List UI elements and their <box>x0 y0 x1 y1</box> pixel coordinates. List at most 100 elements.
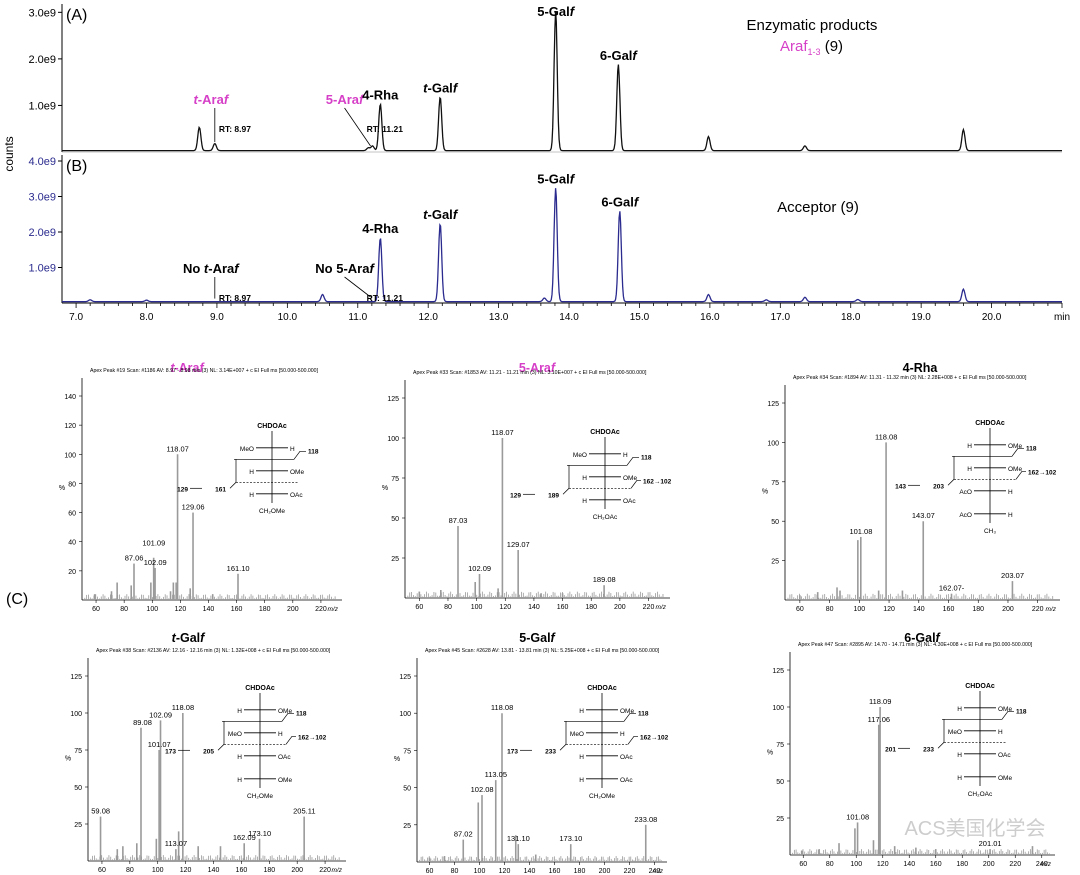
fragment-cut <box>229 459 237 489</box>
y-axis-label: % <box>762 488 768 495</box>
structure-substituent: OMe <box>290 469 304 476</box>
y-tick-label: 25 <box>74 822 82 829</box>
x-tick-label: 200 <box>983 861 995 868</box>
y-tick-label: 25 <box>403 823 411 830</box>
fragment-label: 161 <box>215 486 226 493</box>
x-tick-label: 140 <box>528 604 540 611</box>
fragment-cut <box>562 465 570 495</box>
peak-mz-label: 205.11 <box>293 807 315 816</box>
label-part: f <box>200 361 206 375</box>
structure-substituent: OAc <box>620 777 633 784</box>
x-tick-label: 15.0 <box>630 312 650 323</box>
y-tick-label: 75 <box>776 742 784 749</box>
x-tick-label: 120 <box>499 868 511 875</box>
x-axis-label: m/z <box>1046 606 1057 613</box>
x-tick-label: 18.0 <box>841 312 861 323</box>
y-tick-label: 125 <box>387 396 399 403</box>
x-tick-label: 160 <box>557 604 569 611</box>
y-tick-label: 75 <box>403 748 411 755</box>
x-tick-label: 200 <box>287 606 299 613</box>
fragment-label: 203 <box>933 483 944 490</box>
y-tick-label: 20 <box>68 569 76 576</box>
structure-substituent: H <box>290 446 295 453</box>
label-part: f <box>369 261 375 276</box>
structure-substituent: MeO <box>573 452 587 459</box>
label-part: t <box>170 361 175 375</box>
y-tick-label: 50 <box>391 516 399 523</box>
y-tick-label: 25 <box>391 556 399 563</box>
spectrum-title: 6-Galf <box>904 631 941 645</box>
fragment-label: 143 <box>895 483 906 490</box>
spectrum-header: Apex Peak #19 Scan: #1186 AV: 8.97 - 8.9… <box>90 368 319 374</box>
spectrum-header: Apex Peak #45 Scan: #2628 AV: 13.81 - 13… <box>425 648 660 654</box>
x-axis-label: m/z <box>328 606 339 613</box>
y-tick-label: 3.0e9 <box>28 192 56 204</box>
x-tick-label: 60 <box>92 606 100 613</box>
y-tick-label: 100 <box>767 440 779 447</box>
x-tick-label: 9.0 <box>210 312 224 323</box>
x-tick-label: 120 <box>175 606 187 613</box>
x-tick-label: 140 <box>208 867 220 874</box>
y-tick-label: 2.0e9 <box>28 54 56 66</box>
structure-substituent: OAc <box>278 754 291 761</box>
structure-substituent: MeO <box>570 731 584 738</box>
spectrum-title: 4-Rha <box>903 361 939 375</box>
fragment-label: 173 <box>507 748 518 755</box>
label-part: 6-Gal <box>600 48 633 63</box>
peak-label: 5-Araf <box>326 92 365 107</box>
peak-mz-label: 129.06 <box>182 503 205 512</box>
peak-mz-label: 113.07 <box>165 839 187 848</box>
fragment-cut <box>937 719 945 749</box>
label-part: 4-Rha <box>362 87 399 102</box>
structure-substituent: MeO <box>948 729 962 736</box>
trace-line <box>62 11 1062 152</box>
fragment-label: 162→102 <box>298 734 327 741</box>
fragment-cut <box>627 735 638 745</box>
spectrum-title: t-Galf <box>172 631 207 645</box>
y-axis-label: % <box>65 756 71 763</box>
label-part: 5-Ara <box>519 361 552 375</box>
spectrum-header: Apex Peak #38 Scan: #2136 AV: 12.16 - 12… <box>96 648 331 654</box>
y-tick-label: 50 <box>771 519 779 526</box>
x-tick-label: 160 <box>549 868 561 875</box>
x-tick-label: 140 <box>903 861 915 868</box>
structure-substituent: H <box>582 475 587 482</box>
peak-mz-label: 118.08 <box>875 432 897 441</box>
x-tick-label: 140 <box>524 868 536 875</box>
peak-mz-label: 87.02 <box>454 830 473 839</box>
fragment-label: 118 <box>308 448 319 455</box>
y-tick-label: 50 <box>776 779 784 786</box>
y-tick-label: 75 <box>771 480 779 487</box>
label-part: - <box>208 261 212 276</box>
x-tick-label: 160 <box>231 606 243 613</box>
y-tick-label: 75 <box>391 476 399 483</box>
structure-substituent: H <box>957 775 962 782</box>
structure-substituent: H <box>1008 512 1013 519</box>
structure-substituent: H <box>582 498 587 505</box>
label-part: Gal <box>432 207 453 222</box>
y-tick-label: 1.0e9 <box>28 263 56 275</box>
y-tick-label: 100 <box>772 705 784 712</box>
y-tick-label: 125 <box>772 668 784 675</box>
label-part: - <box>428 80 432 95</box>
peak-mz-label: 203.07 <box>1001 571 1024 580</box>
y-tick-label: 100 <box>399 711 411 718</box>
x-tick-label: 120 <box>883 606 895 613</box>
structure-top: CHDOAc <box>245 685 275 692</box>
label-part: 5-Gal <box>519 631 550 645</box>
peak-label: No t-Araf <box>183 261 240 276</box>
structure-substituent: H <box>579 777 584 784</box>
structure-substituent: H <box>1008 489 1013 496</box>
panel-label: (A) <box>66 7 87 24</box>
x-tick-label: 140 <box>203 606 215 613</box>
structure-substituent: OMe <box>998 706 1012 713</box>
x-tick-label: 160 <box>930 861 942 868</box>
x-tick-label: 180 <box>259 606 271 613</box>
structure-bottom: CH₂OMe <box>247 793 273 800</box>
x-tick-label: 180 <box>956 861 968 868</box>
label-part: Ara <box>213 261 235 276</box>
fragment-label: 118 <box>1016 708 1027 715</box>
x-tick-label: 80 <box>126 867 134 874</box>
